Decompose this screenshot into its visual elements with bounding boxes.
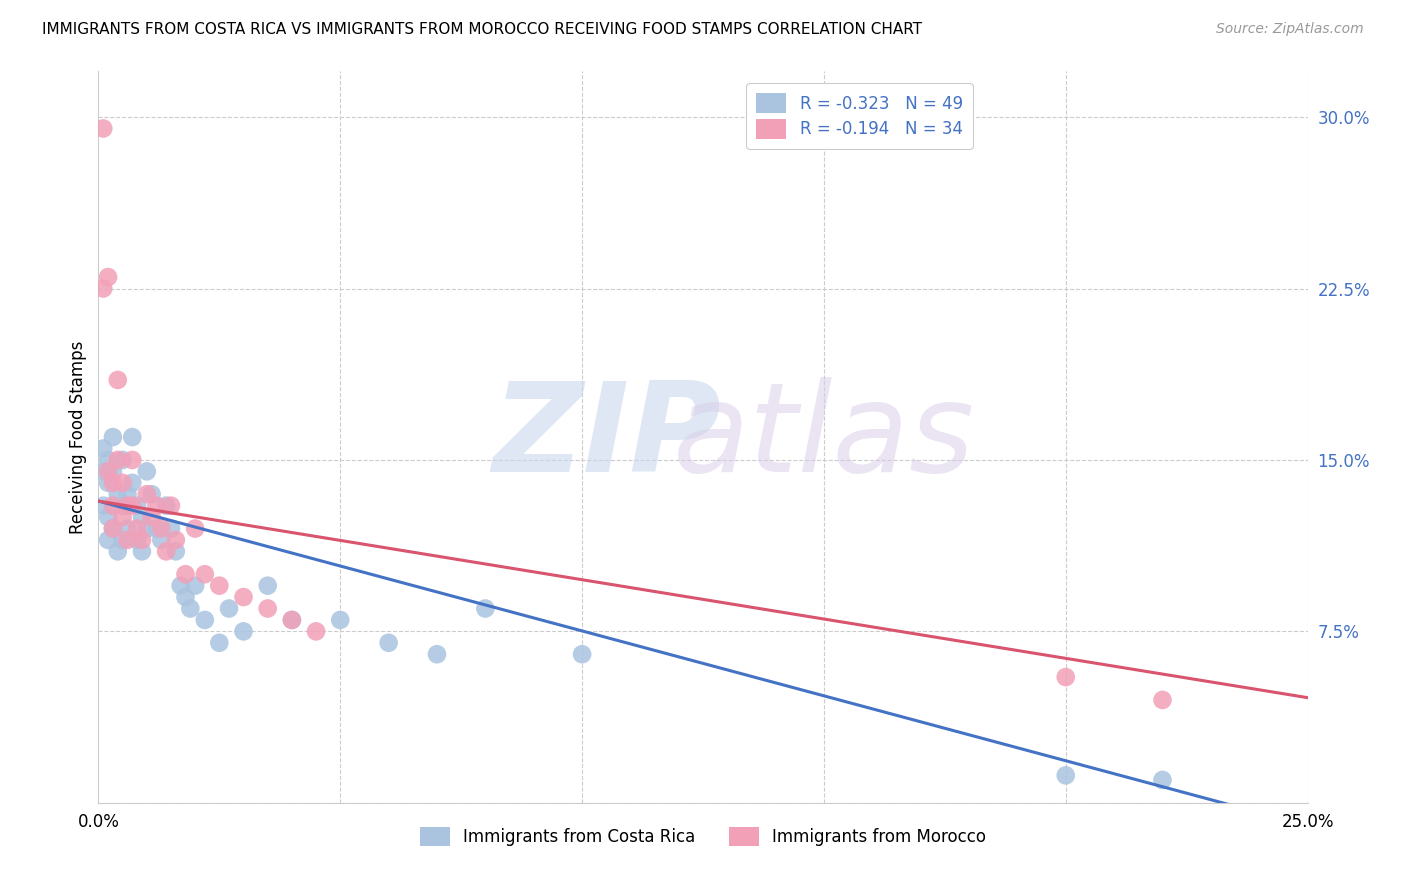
- Point: [131, 533, 153, 547]
- Point: [165, 533, 187, 547]
- Point: [131, 510, 153, 524]
- Point: [107, 544, 129, 558]
- Point: [141, 487, 163, 501]
- Point: [121, 475, 143, 490]
- Point: [117, 499, 139, 513]
- Point: [101, 521, 124, 535]
- Point: [107, 373, 129, 387]
- Point: [91, 121, 114, 136]
- Point: [117, 533, 139, 547]
- Point: [179, 601, 201, 615]
- Point: [281, 613, 304, 627]
- Point: [145, 499, 167, 513]
- Point: [377, 636, 399, 650]
- Point: [111, 533, 134, 547]
- Point: [121, 430, 143, 444]
- Point: [121, 499, 143, 513]
- Point: [169, 579, 191, 593]
- Point: [160, 499, 183, 513]
- Point: [1054, 768, 1077, 782]
- Point: [208, 636, 231, 650]
- Point: [155, 544, 177, 558]
- Y-axis label: Receiving Food Stamps: Receiving Food Stamps: [69, 341, 87, 533]
- Point: [474, 601, 496, 615]
- Point: [150, 521, 173, 535]
- Point: [141, 510, 163, 524]
- Point: [571, 647, 593, 661]
- Point: [1054, 670, 1077, 684]
- Point: [111, 453, 134, 467]
- Point: [107, 453, 129, 467]
- Point: [256, 601, 278, 615]
- Point: [218, 601, 240, 615]
- Point: [111, 510, 134, 524]
- Point: [91, 442, 114, 456]
- Point: [101, 464, 124, 478]
- Point: [1152, 693, 1174, 707]
- Point: [184, 521, 207, 535]
- Point: [305, 624, 328, 639]
- Point: [174, 590, 197, 604]
- Point: [91, 464, 114, 478]
- Point: [91, 281, 114, 295]
- Text: Source: ZipAtlas.com: Source: ZipAtlas.com: [1216, 22, 1364, 37]
- Point: [111, 475, 134, 490]
- Point: [107, 487, 129, 501]
- Point: [208, 579, 231, 593]
- Text: IMMIGRANTS FROM COSTA RICA VS IMMIGRANTS FROM MOROCCO RECEIVING FOOD STAMPS CORR: IMMIGRANTS FROM COSTA RICA VS IMMIGRANTS…: [42, 22, 922, 37]
- Point: [101, 499, 124, 513]
- Point: [121, 453, 143, 467]
- Point: [97, 510, 120, 524]
- Point: [127, 499, 149, 513]
- Point: [281, 613, 304, 627]
- Point: [256, 579, 278, 593]
- Point: [145, 521, 167, 535]
- Point: [426, 647, 449, 661]
- Point: [91, 499, 114, 513]
- Point: [160, 521, 183, 535]
- Point: [194, 613, 217, 627]
- Point: [97, 270, 120, 285]
- Point: [135, 487, 157, 501]
- Point: [135, 521, 157, 535]
- Point: [1152, 772, 1174, 787]
- Point: [184, 579, 207, 593]
- Point: [101, 521, 124, 535]
- Point: [127, 533, 149, 547]
- Point: [97, 475, 120, 490]
- Point: [117, 521, 139, 535]
- Text: ZIP: ZIP: [492, 376, 721, 498]
- Point: [232, 590, 254, 604]
- Point: [194, 567, 217, 582]
- Point: [97, 533, 120, 547]
- Point: [150, 533, 173, 547]
- Point: [101, 475, 124, 490]
- Point: [155, 499, 177, 513]
- Point: [131, 544, 153, 558]
- Point: [101, 499, 124, 513]
- Point: [165, 544, 187, 558]
- Point: [101, 430, 124, 444]
- Point: [97, 464, 120, 478]
- Point: [232, 624, 254, 639]
- Point: [174, 567, 197, 582]
- Legend: Immigrants from Costa Rica, Immigrants from Morocco: Immigrants from Costa Rica, Immigrants f…: [413, 821, 993, 853]
- Text: atlas: atlas: [673, 376, 974, 498]
- Point: [329, 613, 352, 627]
- Point: [127, 521, 149, 535]
- Point: [97, 453, 120, 467]
- Point: [111, 499, 134, 513]
- Point: [135, 464, 157, 478]
- Point: [117, 487, 139, 501]
